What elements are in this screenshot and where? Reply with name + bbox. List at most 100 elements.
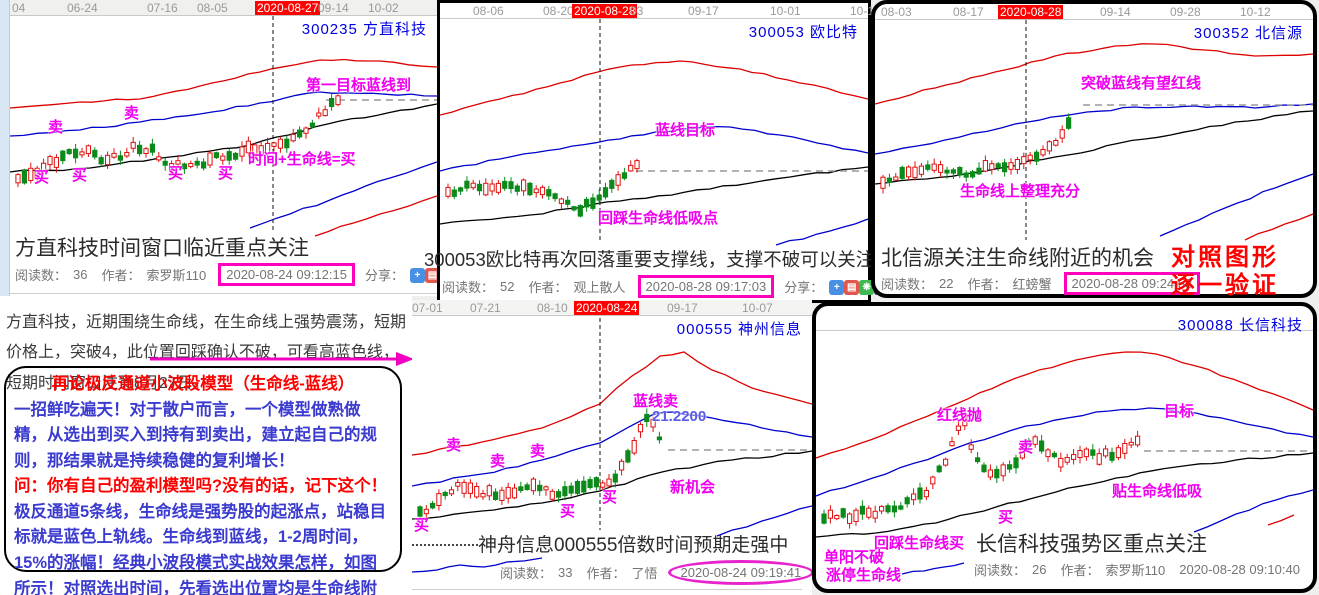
post-title[interactable]: 方直科技时间窗口临近重点关注 [15,237,309,260]
axis-date: 07-21 [470,301,501,315]
chart-annotation: 买 [168,165,184,182]
chart-annotation: 卖 [446,437,462,454]
axis-date: 04 [12,1,26,15]
reads-label: 阅读数： [881,277,934,292]
axis-date: 08-17 [953,5,984,19]
axis-date: 09-14 [318,1,349,15]
chart-annotation: 卖 [124,105,140,122]
axis-date: 09-14 [1100,5,1131,19]
post-meta: 阅读数： 52 作者： 观上散人 2020-08-28 09:17:03 分享：… [442,275,920,298]
compare-line-2: 逐一验证 [1171,271,1279,299]
author-label: 作者： [1060,563,1100,578]
compare-line-1: 对照图形 [1171,244,1279,271]
axis-date: 07-16 [147,1,178,15]
panel-300088-changxin: 红线抛 目标卖贴生命线低吸买回踩生命线买 单阳不破 涨停生命线 300088 长信科技… [812,302,1317,593]
axis-date: 10-07 [742,301,773,315]
share-photo-icon[interactable]: ▤ [424,268,440,283]
share-plus-icon[interactable]: + [829,280,845,295]
dotted-line [412,544,478,546]
chart-annotation: 生命线上整理充分 [960,183,1081,200]
note-line: 一招鲜吃遍天！对于散户而言，一个模型做熟做精，从选出到买入到持有到卖出，建立起自… [14,400,377,470]
date-axis: 04 06-24 07-16 08-05 2020-08-27 09-14 10-02 [10,0,437,15]
note-line-red: 再论极反通道小波段模型（生命线-蓝线） [51,375,355,393]
axis-line [10,15,437,16]
author-label: 作者： [967,277,1007,292]
post-title[interactable]: 北信源关注生命线附近的机会 [881,247,1154,270]
analysis-note-area: 方直科技，近期围绕生命线，在生命线上强势震荡，短期价格上，突破4，此位置回踩确认… [0,296,414,595]
share-label: 分享： [784,280,824,295]
axis-date-highlighted: 2020-08-27 [255,1,321,15]
author-name[interactable]: 红螃蟹 [1012,277,1052,292]
chart-annotation: 贴生命线低吸 [1112,483,1203,500]
divider-line [10,293,437,294]
share-label: 分享： [364,268,404,283]
post-timestamp-highlighted: 2020-08-28 09:17:03 [637,275,775,298]
date-axis: 08-03 08-17 2020-08-28 09-14 09-28 10-12 [875,4,1313,19]
share-plus-icon[interactable]: + [409,268,425,283]
axis-date: 09-17 [667,301,698,315]
panel-300352-beixinyuan: 08-03 08-17 2020-08-28 09-14 09-28 10-12 突破蓝线… [871,0,1317,299]
chart-annotation: 买 [560,503,576,520]
axis-date: 08-05 [197,1,228,15]
chart-annotation: 卖 [490,453,506,470]
arrow-annotation [150,352,414,366]
author-name[interactable]: 索罗斯110 [146,268,207,283]
axis-date: 06-24 [67,1,98,15]
date-axis: 07-01 07-21 08-10 2020-08-24 09-17 10-07 [412,300,812,315]
panel-000555-shenzhou: 07-01 07-21 08-10 2020-08-24 09-17 10-07 买卖卖卖… [412,300,848,595]
reads-label: 阅读数： [974,563,1027,578]
post-title[interactable]: 神舟信息000555倍数时间预期走强中 [478,535,789,556]
axis-date-highlighted: 2020-08-28 [998,5,1064,19]
author-name[interactable]: 观上散人 [573,280,626,295]
author-label: 作者： [528,280,568,295]
model-note-box: 再论极反通道小波段模型（生命线-蓝线） 一招鲜吃遍天！对于散户而言，一个模型做熟做… [4,366,402,595]
chart-annotation: 回踩生命线买 [874,535,965,552]
chart-annotation: 蓝线目标 [655,122,716,139]
axis-date: 09-28 [1170,5,1201,19]
chart-annotation: 卖 [530,443,546,460]
post-timestamp-highlighted: 2020-08-24 09:12:15 [218,263,355,286]
share-wechat-icon[interactable]: ❋ [859,280,875,295]
post-timestamp-circled: 2020-08-24 09:19:41 [667,560,815,585]
axis-line [816,330,1313,331]
reads-label: 阅读数： [15,268,68,283]
post-meta: 阅读数： 36 作者： 索罗斯110 2020-08-24 09:12:15 分… [15,263,449,286]
note-line: 极反通道5条线，生命线是强势股的起涨点，站稳目标就是蓝色上轨线。生命线到蓝线，1… [14,502,387,595]
chart-annotation: 新机会 [670,479,716,496]
post-title[interactable]: 300053欧比特再次回落重要支撑线，支撑不破可以关注 [424,249,875,270]
axis-date: 10-12 [1240,5,1271,19]
chart-annotation: 买 [34,169,50,186]
axis-line [440,18,868,19]
post-title[interactable]: 长信科技强势区重点关注 [976,533,1207,556]
chart-annotation: 买 [218,165,234,182]
chart-annotation: 蓝线卖 [633,393,679,410]
share-buttons: + ▤ [409,266,440,283]
chart-annotation: 买 [998,509,1014,526]
compare-note: 对照图形 逐一验证 [1171,244,1279,299]
chart-annotation: 21.2200 [652,408,707,425]
axis-date-highlighted: 2020-08-28 [572,4,638,18]
axis-date: 07-01 [412,301,443,315]
share-photo-icon[interactable]: ▤ [844,280,860,295]
axis-date: 08-10 [537,301,568,315]
post-meta: 阅读数： 33 作者： 了悟 2020-08-24 09:19:41 分享 [500,560,848,585]
axis-date: 08-03 [881,5,912,19]
divider-line [412,589,802,590]
author-name[interactable]: 索罗斯110 [1105,563,1166,578]
chart-annotation: 买 [602,489,618,506]
axis-date: 09-17 [688,4,719,18]
reads-count: 52 [500,279,515,294]
chart-annotation: 红线抛 [937,407,983,424]
note-line-red: 问：你有自己的盈利模型吗?没有的话，记下这个！ [14,477,388,496]
chart-annotation: 第一目标蓝线到 [306,77,412,94]
axis-line [875,19,1313,20]
author-name[interactable]: 了悟 [631,566,658,581]
chart-annotation: 买 [414,517,430,534]
post-timestamp: 2020-08-28 09:10:40 [1179,562,1300,577]
axis-date: 03 [630,4,644,18]
axis-date: 10-02 [368,1,399,15]
axis-line [412,315,812,316]
chart-annotation: 突破蓝线有望红线 [1081,75,1202,92]
chart-annotation: 单阳不破 [824,549,885,566]
